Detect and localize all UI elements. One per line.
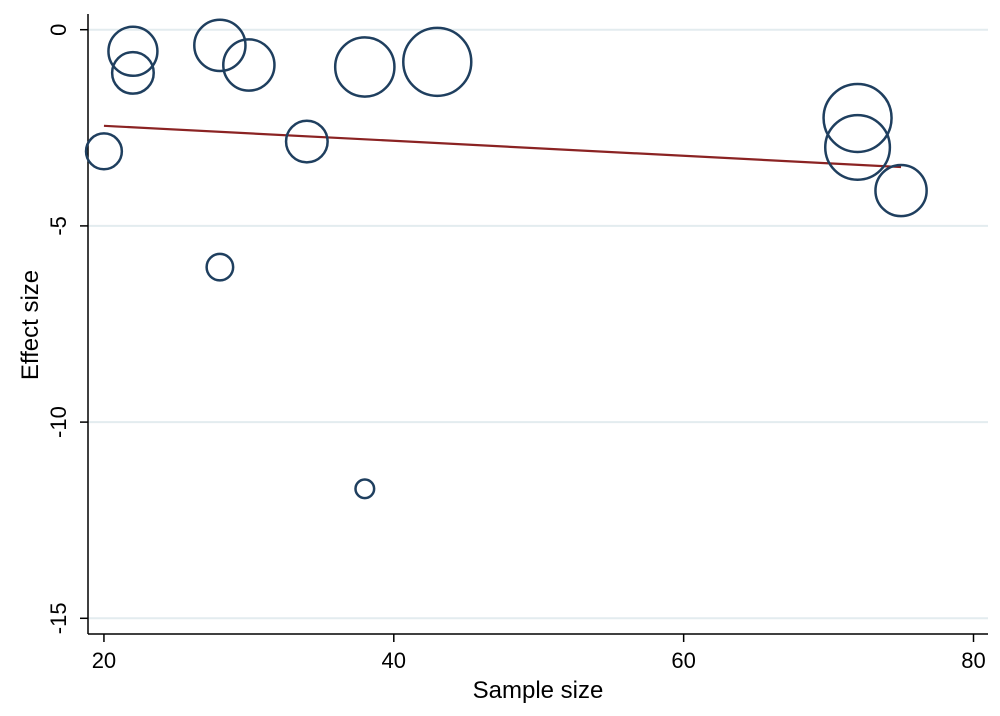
data-point-4 bbox=[205, 252, 235, 282]
data-point-5 bbox=[222, 38, 276, 92]
x-tick-label-2: 60 bbox=[671, 648, 695, 673]
y-ticks: 0 -5 -10 -15 bbox=[46, 24, 88, 634]
data-point-3 bbox=[193, 18, 247, 73]
axes bbox=[87, 14, 988, 635]
y-axis-title: Effect size bbox=[17, 270, 44, 380]
data-point-0 bbox=[84, 132, 124, 171]
data-point-10 bbox=[822, 82, 893, 154]
data-point-2 bbox=[110, 50, 155, 95]
data-points bbox=[84, 18, 928, 500]
fitted-line bbox=[103, 124, 902, 169]
y-tick-label-0: 0 bbox=[46, 24, 71, 36]
data-point-7 bbox=[333, 36, 396, 98]
data-point-9 bbox=[402, 26, 473, 98]
x-tick-label-1: 40 bbox=[382, 648, 406, 673]
y-tick-label-3: -15 bbox=[46, 602, 71, 634]
data-point-8 bbox=[354, 478, 376, 500]
gridlines bbox=[88, 28, 988, 620]
y-tick-label-2: -10 bbox=[46, 406, 71, 438]
x-ticks: 20 40 60 80 bbox=[92, 634, 986, 673]
x-tick-label-0: 20 bbox=[92, 648, 116, 673]
data-point-12 bbox=[874, 163, 928, 218]
data-point-11 bbox=[823, 113, 892, 181]
data-point-1 bbox=[107, 25, 159, 78]
x-axis-title: Sample size bbox=[473, 677, 604, 704]
x-tick-label-3: 80 bbox=[961, 648, 985, 673]
data-point-6 bbox=[284, 119, 329, 164]
y-tick-label-1: -5 bbox=[46, 216, 71, 236]
fitted-line-group bbox=[103, 124, 902, 169]
